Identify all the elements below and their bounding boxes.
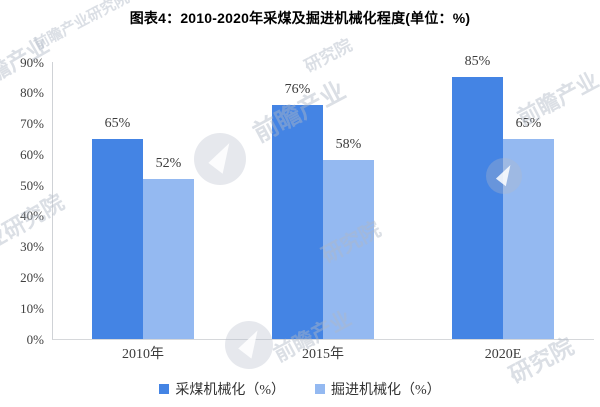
y-axis-tick-5: 50% bbox=[20, 177, 44, 193]
legend-swatch-1 bbox=[159, 384, 170, 394]
chart-title: 图表4：2010-2020年采煤及掘进机械化程度(单位：%) bbox=[129, 10, 471, 26]
legend: 采煤机械化（%） 掘进机械化（%） bbox=[0, 379, 600, 399]
y-axis-tick-2: 20% bbox=[20, 269, 44, 285]
x-axis-label-1: 2010年 bbox=[122, 347, 164, 362]
y-axis-tick-9: 90% bbox=[20, 54, 44, 70]
bar-s1-g3 bbox=[452, 77, 503, 339]
legend-label-1: 采煤机械化（%） bbox=[175, 383, 285, 398]
bar-s1-g1 bbox=[92, 138, 143, 339]
value-label-s1-g1: 65% bbox=[104, 115, 131, 131]
legend-item-1: 采煤机械化（%） bbox=[159, 379, 285, 399]
value-label-s1-g3: 85% bbox=[464, 54, 491, 70]
legend-item-2: 掘进机械化（%） bbox=[315, 379, 441, 399]
value-label-s1-g2: 76% bbox=[284, 82, 311, 98]
y-axis-tick-4: 40% bbox=[20, 208, 44, 224]
y-axis-tick-1: 10% bbox=[20, 300, 44, 316]
bar-s2-g1 bbox=[143, 178, 194, 339]
value-label-s2-g1: 52% bbox=[155, 155, 182, 171]
x-axis-label-3: 2020E bbox=[484, 347, 522, 362]
legend-label-2: 掘进机械化（%） bbox=[331, 383, 441, 398]
y-axis-tick-3: 30% bbox=[20, 239, 44, 255]
value-label-s2-g3: 65% bbox=[515, 115, 542, 131]
y-axis-tick-0: 0% bbox=[26, 331, 44, 347]
plot-area bbox=[52, 62, 594, 340]
bar-s2-g3 bbox=[503, 138, 554, 339]
bar-s2-g2 bbox=[323, 160, 374, 339]
x-axis-label-2: 2015年 bbox=[302, 347, 344, 362]
value-label-s2-g2: 58% bbox=[335, 137, 362, 153]
bar-s1-g2 bbox=[272, 105, 323, 339]
y-axis-tick-6: 60% bbox=[20, 146, 44, 162]
legend-swatch-2 bbox=[315, 384, 325, 394]
y-axis-tick-8: 80% bbox=[20, 85, 44, 101]
y-axis-tick-7: 70% bbox=[20, 116, 44, 132]
